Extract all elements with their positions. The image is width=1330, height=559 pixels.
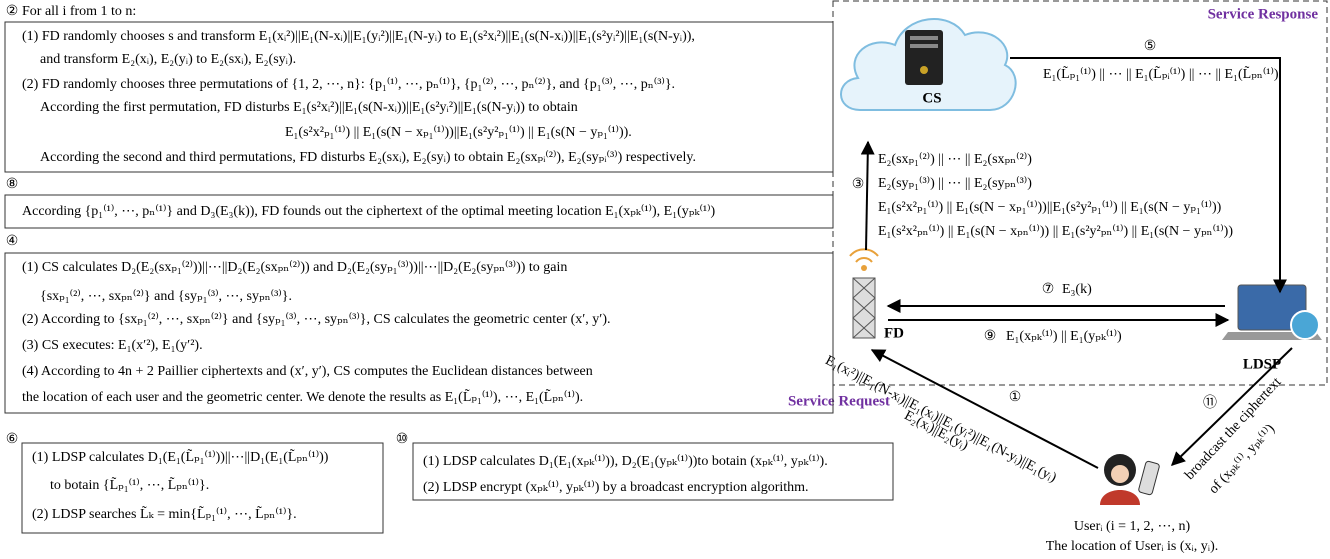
step-heading: For all i from 1 to n: bbox=[22, 4, 136, 19]
step-line: the location of each user and the geomet… bbox=[22, 388, 583, 405]
step-line: (1) LDSP calculates D₁(E₁(L̃ₚ₁⁽¹⁾))||⋯||… bbox=[32, 448, 329, 465]
step-marker: ⑥ bbox=[6, 432, 19, 447]
tower-icon bbox=[850, 249, 878, 338]
step-line: and transform E₂(xᵢ), E₂(yᵢ) to E₂(sxᵢ),… bbox=[40, 52, 296, 67]
message-marker: ① bbox=[1009, 390, 1022, 405]
step-line: (1) CS calculates D₂(E₂(sxₚ₁⁽²⁾))||⋯||D₂… bbox=[22, 260, 567, 275]
step-line: According {p₁⁽¹⁾, ⋯, pₙ⁽¹⁾} and D₃(E₃(k)… bbox=[22, 204, 716, 219]
user-icon bbox=[1100, 454, 1160, 505]
message-marker: ⑪ bbox=[1203, 395, 1217, 411]
step-box bbox=[5, 253, 833, 413]
arrow-5 bbox=[1010, 58, 1280, 292]
message-marker: ③ bbox=[852, 177, 865, 192]
message-text: E₁(xₚₖ⁽¹⁾) || E₁(yₚₖ⁽¹⁾) bbox=[1006, 329, 1122, 344]
step-line: E₁(s²x²ₚ₁⁽¹⁾) || E₁(s(N − xₚ₁⁽¹⁾))||E₁(s… bbox=[285, 125, 632, 140]
step-line: {sxₚ₁⁽²⁾, ⋯, sxₚₙ⁽²⁾} and {syₚ₁⁽³⁾, ⋯, s… bbox=[40, 289, 292, 304]
step-line: According the first permutation, FD dist… bbox=[40, 100, 578, 115]
step-marker: ⑩ bbox=[396, 432, 409, 447]
step-line: (3) CS executes: E₁(x′²), E₁(y′²). bbox=[22, 338, 203, 353]
user-note: The location of Userᵢ is (xᵢ, yᵢ). bbox=[1046, 539, 1219, 554]
step-marker: ② bbox=[6, 4, 19, 19]
message-marker: ⑤ bbox=[1144, 39, 1157, 54]
message-text: E₁(s²x²ₚ₁⁽¹⁾) || E₁(s(N − xₚ₁⁽¹⁾))||E₁(s… bbox=[878, 200, 1222, 215]
cs-label: CS bbox=[922, 90, 941, 106]
ldsp-label: LDSP bbox=[1243, 356, 1281, 372]
message-text: of (xₚₖ⁽¹⁾, yₚₖ⁽¹⁾) bbox=[1206, 421, 1278, 497]
message-text: E₂(syₚ₁⁽³⁾) || ⋯ || E₂(syₚₙ⁽³⁾) bbox=[878, 176, 1032, 191]
laptop-icon bbox=[1222, 285, 1322, 340]
message-text: E₁(s²x²ₚₙ⁽¹⁾) || E₁(s(N − xₚₙ⁽¹⁾)) || E₁… bbox=[878, 224, 1233, 239]
server-icon bbox=[905, 30, 943, 85]
message-text: E₃(k) bbox=[1062, 282, 1092, 297]
step-line: to botain {L̃ₚ₁⁽¹⁾, ⋯, L̃ₚₙ⁽¹⁾}. bbox=[50, 476, 209, 493]
message-marker: ⑨ bbox=[984, 329, 997, 344]
step-line: (2) LDSP encrypt (xₚₖ⁽¹⁾, yₚₖ⁽¹⁾) by a b… bbox=[423, 480, 809, 495]
step-line: (2) According to {sxₚ₁⁽²⁾, ⋯, sxₚₙ⁽²⁾} a… bbox=[22, 312, 611, 327]
step-line: (2) LDSP searches L̃ₖ = min{L̃ₚ₁⁽¹⁾, ⋯, … bbox=[32, 505, 297, 522]
message-text: E₁(xᵢ²)||E₁(N-xᵢ)||E₁(xᵢ)||E₁(yᵢ²)||E₁(N… bbox=[823, 353, 1059, 486]
message-marker: ⑦ bbox=[1042, 282, 1055, 297]
message-text: E₂(sxₚ₁⁽²⁾) || ⋯ || E₂(sxₚₙ⁽²⁾) bbox=[878, 152, 1032, 167]
step-line: (4) According to 4n + 2 Paillier ciphert… bbox=[22, 364, 593, 379]
arrow-3 bbox=[866, 142, 868, 250]
step-marker: ⑧ bbox=[6, 177, 19, 192]
service-request: Service Request bbox=[788, 393, 890, 409]
user-label: Userᵢ (i = 1, 2, ⋯, n) bbox=[1074, 519, 1191, 534]
step-line: (1) LDSP calculates D₁(E₁(xₚₖ⁽¹⁾)), D₂(E… bbox=[423, 454, 828, 469]
step-line: (2) FD randomly chooses three permutatio… bbox=[22, 77, 675, 92]
step-marker: ④ bbox=[6, 234, 19, 249]
page: Service Response Service Request CS FD L… bbox=[0, 0, 1330, 559]
message-text: E₁(L̃ₚ₁⁽¹⁾) || ⋯ || E₁(L̃ₚᵢ⁽¹⁾) || ⋯ || … bbox=[1043, 65, 1279, 82]
step-line: According the second and third permutati… bbox=[40, 150, 696, 165]
step-line: (1) FD randomly chooses s and transform … bbox=[22, 29, 695, 44]
service-response: Service Response bbox=[1208, 6, 1319, 22]
fd-label: FD bbox=[884, 325, 904, 341]
